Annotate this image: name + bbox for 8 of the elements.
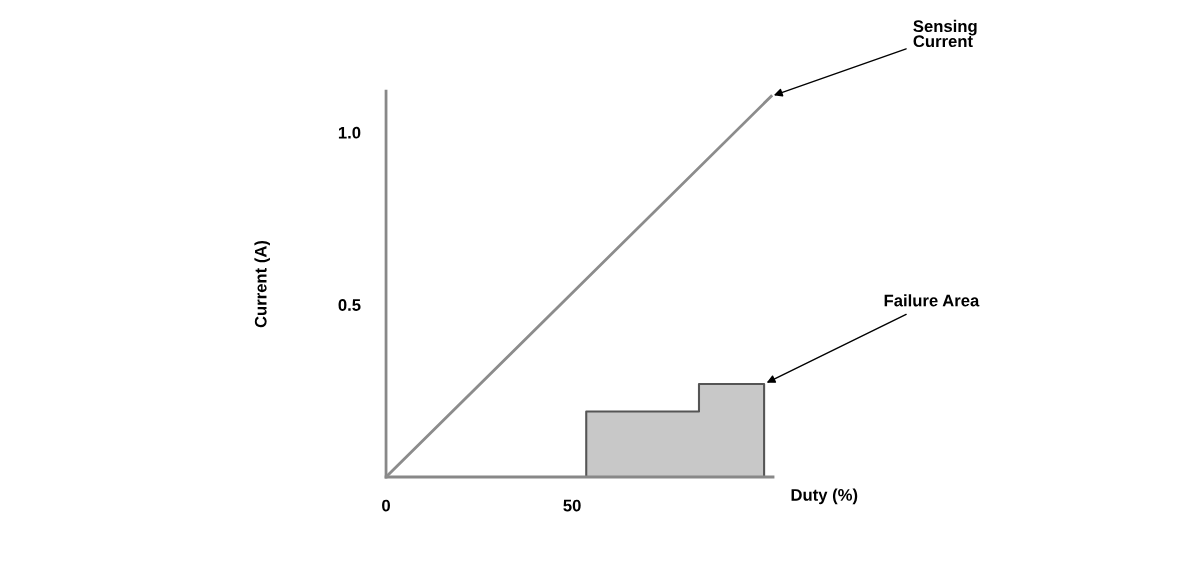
x-tick-label: 0 (382, 499, 390, 512)
y-tick-label: 0.5 (338, 299, 361, 311)
y-axis-title: Current (A) (254, 240, 270, 328)
x-tick-label: 50 (563, 499, 581, 512)
x-axis-title: Duty (%) (791, 488, 858, 505)
annotation: Sensing Current (913, 19, 977, 48)
annotation: Failure Area (884, 294, 980, 307)
y-tick-label: 1.0 (338, 126, 361, 139)
